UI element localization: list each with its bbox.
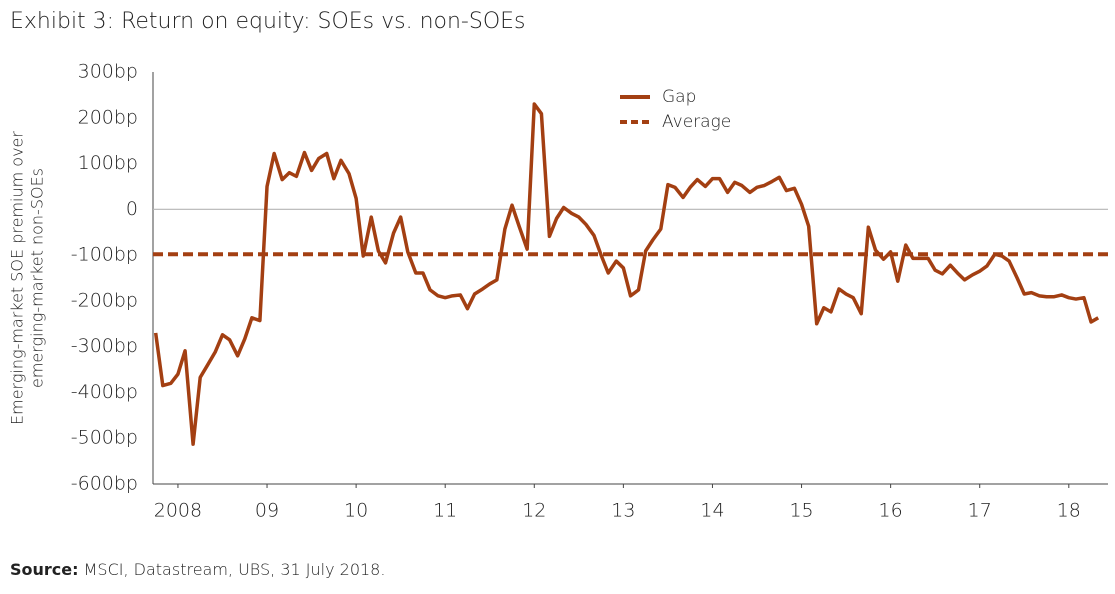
source-label: Source:: [10, 560, 79, 579]
line-solid: [153, 102, 1100, 446]
x-tick-label: 10: [344, 500, 368, 522]
y-label-line: emerging-market non-SOEs: [28, 168, 47, 388]
x-tick-label: 2008: [154, 500, 202, 522]
x-tick-label: 12: [522, 500, 546, 522]
y-tick-label: 200bp: [78, 106, 138, 128]
y-tick-label: -100bp: [71, 244, 138, 266]
x-tick-label: 17: [968, 500, 992, 522]
x-tick-label: 11: [433, 500, 457, 522]
source: Source: MSCI, Datastream, UBS, 31 July 2…: [10, 560, 385, 579]
source-text: MSCI, Datastream, UBS, 31 July 2018.: [84, 560, 386, 579]
y-tick-label: -500bp: [71, 427, 138, 449]
y-tick-label: -400bp: [71, 381, 138, 403]
x-tick-label: 14: [700, 500, 724, 522]
x-tick-label: 09: [255, 500, 279, 522]
y-tick-label: -300bp: [71, 335, 138, 357]
legend-label: Gap: [662, 87, 696, 107]
y-tick-label: 0: [126, 198, 138, 220]
chart-title: Exhibit 3: Return on equity: SOEs vs. no…: [10, 9, 526, 34]
x-tick-label: 18: [1057, 500, 1081, 522]
y-axis-label: Emerging-market SOE premium over emergin…: [8, 131, 47, 425]
x-tick-label: 16: [879, 500, 903, 522]
x-tick-label: 15: [789, 500, 813, 522]
y-tick-label: -600bp: [71, 473, 138, 495]
x-tick-label: 13: [611, 500, 635, 522]
y-tick-label: -200bp: [71, 289, 138, 311]
legend-label: Average: [662, 112, 731, 132]
y-tick-label: 100bp: [78, 152, 138, 174]
y-label-line: Emerging-market SOE premium over: [8, 131, 27, 425]
y-tick-label: 300bp: [78, 61, 138, 83]
